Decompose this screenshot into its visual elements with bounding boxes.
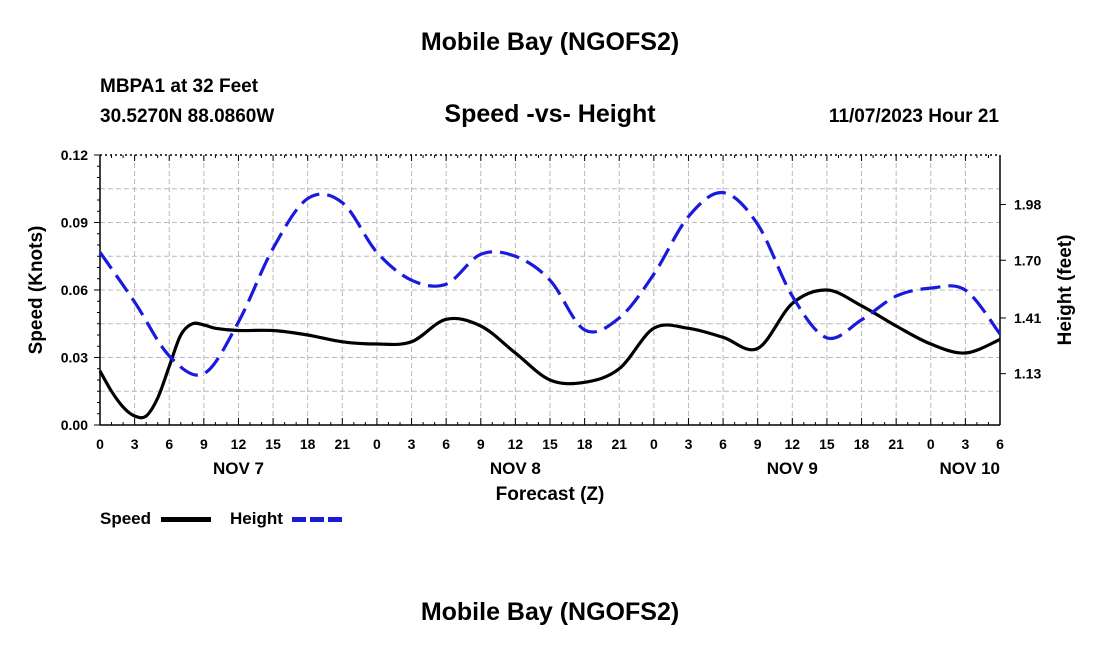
y-right-tick-label: 1.70: [1014, 252, 1041, 268]
x-tick-label: 9: [477, 436, 485, 452]
legend-height-label: Height: [230, 509, 283, 528]
x-tick-label: 9: [754, 436, 762, 452]
page-title-repeat: Mobile Bay (NGOFS2): [420, 598, 680, 626]
page-title: Mobile Bay (NGOFS2): [420, 28, 680, 56]
legend-speed-swatch: [161, 517, 211, 522]
x-tick-label: 18: [577, 436, 593, 452]
x-tick-label: 18: [854, 436, 870, 452]
x-tick-label: 12: [508, 436, 524, 452]
x-tick-label: 21: [335, 436, 351, 452]
x-tick-label: 0: [927, 436, 935, 452]
station-coordinates: 30.5270N 88.0860W: [100, 106, 275, 127]
day-label: NOV 9: [767, 459, 818, 478]
x-tick-label: 0: [373, 436, 381, 452]
x-tick-label: 6: [442, 436, 450, 452]
x-tick-label: 18: [300, 436, 316, 452]
x-tick-label: 12: [231, 436, 247, 452]
series-line-height: [98, 190, 1002, 377]
y-left-tick-label: 0.00: [61, 417, 88, 433]
x-tick-label: 15: [819, 436, 835, 452]
y-left-tick-label: 0.03: [61, 350, 88, 366]
x-tick-label: 15: [265, 436, 281, 452]
legend-speed-label: Speed: [100, 509, 152, 528]
y-right-tick-label: 1.98: [1014, 197, 1041, 213]
x-tick-label: 21: [611, 436, 627, 452]
chart-subtitle: Speed -vs- Height: [444, 100, 656, 128]
x-tick-label: 3: [131, 436, 139, 452]
y-left-tick-label: 0.09: [61, 215, 88, 231]
y-axis-right-title: Height (feet): [1055, 235, 1076, 346]
x-tick-label: 6: [719, 436, 727, 452]
x-tick-label: 6: [165, 436, 173, 452]
x-axis-title: Forecast (Z): [496, 484, 605, 505]
x-tick-label: 15: [542, 436, 558, 452]
y-right-tick-label: 1.13: [1014, 366, 1041, 382]
x-tick-label: 12: [785, 436, 801, 452]
x-tick-label: 3: [685, 436, 693, 452]
station-label: MBPA1 at 32 Feet: [100, 76, 259, 97]
x-tick-label: 0: [96, 436, 104, 452]
x-tick-label: 0: [650, 436, 658, 452]
day-label: NOV 10: [940, 459, 1000, 478]
x-tick-label: 21: [888, 436, 904, 452]
x-tick-label: 9: [200, 436, 208, 452]
day-label: NOV 8: [490, 459, 541, 478]
y-left-tick-label: 0.12: [61, 147, 88, 163]
series-line-speed: [98, 288, 1001, 420]
x-tick-label: 3: [961, 436, 969, 452]
x-tick-label: 6: [996, 436, 1004, 452]
day-label: NOV 7: [213, 459, 264, 478]
y-left-tick-label: 0.06: [61, 282, 88, 298]
forecast-datetime: 11/07/2023 Hour 21: [828, 106, 999, 127]
legend-height-swatch: [292, 517, 342, 522]
y-axis-left-title: Speed (Knots): [26, 226, 47, 355]
x-tick-label: 3: [408, 436, 416, 452]
y-right-tick-label: 1.41: [1014, 310, 1041, 326]
